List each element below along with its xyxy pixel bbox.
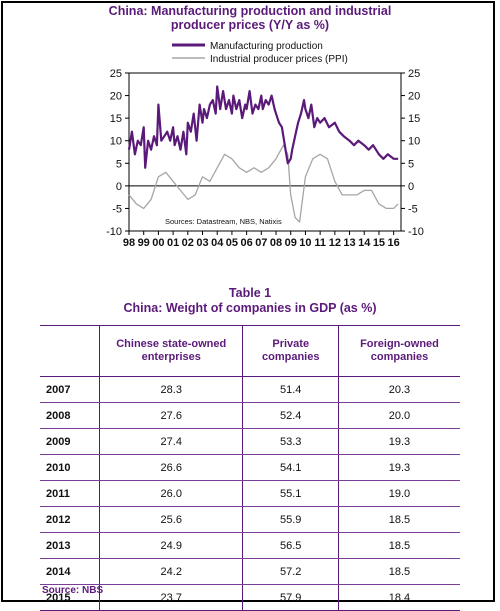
table-row: 2010 26.6 54.1 19.3 xyxy=(40,454,460,481)
header-year xyxy=(40,325,100,377)
header-soe: Chinese state-owned enterprises xyxy=(98,325,243,377)
cell-soe: 27.4 xyxy=(98,428,243,455)
x-tick-label-14: 12 xyxy=(329,237,341,249)
cell-foreign: 18.5 xyxy=(337,558,460,585)
cell-private: 51.4 xyxy=(242,376,339,403)
x-tick-label-9: 07 xyxy=(255,237,267,249)
cell-soe: 26.0 xyxy=(98,480,243,507)
table-row: 2008 27.6 52.4 20.0 xyxy=(40,402,460,429)
table-body: 2007 28.3 51.4 20.3 2008 27.6 52.4 20.0 2009 27.4… xyxy=(40,376,460,611)
cell-private: 53.3 xyxy=(242,428,339,455)
table-source: Source: NBS xyxy=(42,585,104,596)
cell-foreign: 20.3 xyxy=(337,376,460,403)
cell-private: 55.9 xyxy=(242,506,339,533)
y-tick-label-right-2: 15 xyxy=(408,113,420,125)
cell-foreign: 19.0 xyxy=(337,480,460,507)
chart-source: Sources: Datastream, NBS, Natixis xyxy=(165,217,282,226)
cell-year: 2008 xyxy=(40,402,100,429)
x-tick-label-8: 06 xyxy=(240,237,252,249)
cell-private: 54.1 xyxy=(242,454,339,481)
header-foreign: Foreign-owned companies xyxy=(337,325,460,377)
x-tick-label-4: 02 xyxy=(182,237,194,249)
cell-foreign: 18.5 xyxy=(337,506,460,533)
cell-soe: 25.6 xyxy=(98,506,243,533)
y-tick-label-left-4: 5 xyxy=(116,158,122,170)
table-row: 2007 28.3 51.4 20.3 xyxy=(40,376,460,403)
cell-foreign: 18.5 xyxy=(337,532,460,559)
series-line-0 xyxy=(127,85,399,169)
header-private: Private companies xyxy=(242,325,339,377)
y-tick-label-right-6: -5 xyxy=(408,203,418,215)
cell-foreign: 19.3 xyxy=(337,454,460,481)
x-tick-label-2: 00 xyxy=(152,237,164,249)
cell-private: 57.2 xyxy=(242,558,339,585)
series-line-1 xyxy=(128,144,399,223)
table-row: 2011 26.0 55.1 19.0 xyxy=(40,480,460,507)
table-row: 2009 27.4 53.3 19.3 xyxy=(40,428,460,455)
y-tick-label-left-1: 20 xyxy=(110,91,122,103)
x-tick-label-16: 14 xyxy=(358,237,371,249)
x-tick-label-6: 04 xyxy=(211,237,224,249)
x-tick-label-1: 99 xyxy=(138,237,150,249)
x-tick-label-5: 03 xyxy=(196,237,208,249)
table-title-line-1: Table 1 xyxy=(228,286,272,300)
y-tick-label-right-4: 5 xyxy=(408,158,414,170)
y-tick-label-left-5: 0 xyxy=(116,181,122,193)
table-row: 2013 24.9 56.5 18.5 xyxy=(40,532,460,559)
y-tick-label-right-3: 10 xyxy=(408,136,420,148)
cell-year: 2010 xyxy=(40,454,100,481)
cell-year: 2007 xyxy=(40,376,100,403)
y-tick-label-right-0: 25 xyxy=(408,68,420,80)
cell-private: 56.5 xyxy=(242,532,339,559)
chart-title-line-2: producer prices (Y/Y as %) xyxy=(170,18,330,32)
legend-label-0: Manufacturing production xyxy=(210,41,323,52)
x-tick-label-15: 13 xyxy=(343,237,355,249)
plot-frame xyxy=(128,72,402,232)
y-tick-label-right-7: -10 xyxy=(408,226,424,238)
y-tick-label-left-7: -10 xyxy=(106,226,122,238)
y-tick-label-left-3: 10 xyxy=(110,136,122,148)
table-header-row: Chinese state-owned enterprises Private … xyxy=(40,325,460,377)
cell-soe: 27.6 xyxy=(98,402,243,429)
y-tick-label-right-5: 0 xyxy=(408,181,414,193)
cell-year: 2014 xyxy=(40,558,100,585)
chart-title-line-1: China: Manufacturing production and indu… xyxy=(108,4,392,18)
cell-soe: 26.6 xyxy=(98,454,243,481)
cell-private: 52.4 xyxy=(242,402,339,429)
x-tick-label-7: 05 xyxy=(226,237,238,249)
cell-year: 2009 xyxy=(40,428,100,455)
chart-title: China: Manufacturing production and indu… xyxy=(0,4,500,32)
gdp-weight-table: Chinese state-owned enterprises Private … xyxy=(40,325,460,611)
x-tick-label-18: 16 xyxy=(388,237,400,249)
y-tick-label-left-2: 15 xyxy=(110,113,122,125)
y-tick-label-left-6: -5 xyxy=(112,203,122,215)
x-tick-label-3: 01 xyxy=(167,237,179,249)
y-tick-label-left-0: 25 xyxy=(110,68,122,80)
cell-year: 2013 xyxy=(40,532,100,559)
x-tick-label-12: 10 xyxy=(299,237,311,249)
x-tick-label-17: 15 xyxy=(373,237,385,249)
x-tick-label-13: 11 xyxy=(314,237,326,249)
cell-soe: 28.3 xyxy=(98,376,243,403)
cell-year: 2012 xyxy=(40,506,100,533)
legend-label-1: Industrial producer prices (PPI) xyxy=(210,54,348,65)
cell-foreign: 20.0 xyxy=(337,402,460,429)
x-tick-label-10: 08 xyxy=(270,237,282,249)
cell-soe: 24.9 xyxy=(98,532,243,559)
table-title: Table 1 China: Weight of companies in GD… xyxy=(0,286,500,316)
cell-soe: 24.2 xyxy=(98,558,243,585)
table-title-line-2: China: Weight of companies in GDP (as %) xyxy=(123,301,377,315)
cell-private: 55.1 xyxy=(242,480,339,507)
x-tick-label-0: 98 xyxy=(123,237,135,249)
table-row: 2012 25.6 55.9 18.5 xyxy=(40,506,460,533)
table-row: 2014 24.2 57.2 18.5 xyxy=(40,558,460,585)
y-tick-label-right-1: 20 xyxy=(408,91,420,103)
cell-year: 2011 xyxy=(40,480,100,507)
x-tick-label-11: 09 xyxy=(285,237,297,249)
cell-foreign: 19.3 xyxy=(337,428,460,455)
